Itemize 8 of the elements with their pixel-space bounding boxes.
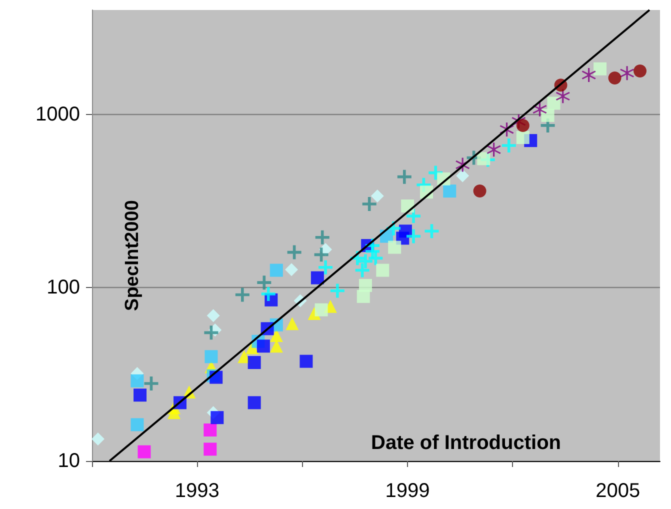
y-tick-label: 100 xyxy=(46,276,80,299)
y-tick-label: 10 xyxy=(58,450,80,472)
x-axis-title: Date of Introduction xyxy=(371,432,561,454)
y-tick-label: 1000 xyxy=(36,103,80,126)
x-tick-label: 1999 xyxy=(385,480,430,502)
x-tick-label: 1993 xyxy=(174,480,220,502)
x-tick-label: 2005 xyxy=(596,480,640,502)
y-axis-title: SpecInt2000 xyxy=(122,200,143,311)
